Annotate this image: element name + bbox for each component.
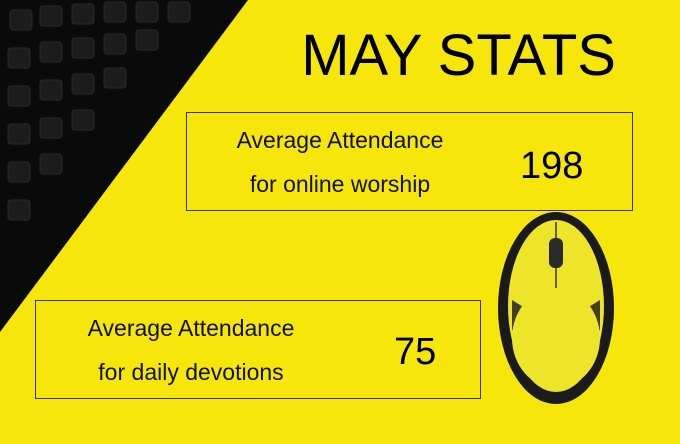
stat-box: Average Attendance for online worship 19… <box>186 112 633 211</box>
label-line: Average Attendance <box>46 306 336 350</box>
stat-label: Average Attendance for daily devotions <box>46 306 336 394</box>
title: MAY STATS <box>301 22 616 89</box>
stat-box: Average Attendance for daily devotions 7… <box>35 300 481 399</box>
label-line: for online worship <box>195 162 485 206</box>
stat-value: 198 <box>520 145 583 188</box>
mouse <box>498 212 614 404</box>
label-line: for daily devotions <box>46 350 336 394</box>
stat-value: 75 <box>394 331 436 374</box>
poster: MAY STATS Average Attendance for online … <box>0 0 680 444</box>
label-line: Average Attendance <box>195 118 485 162</box>
stat-label: Average Attendance for online worship <box>195 118 485 206</box>
